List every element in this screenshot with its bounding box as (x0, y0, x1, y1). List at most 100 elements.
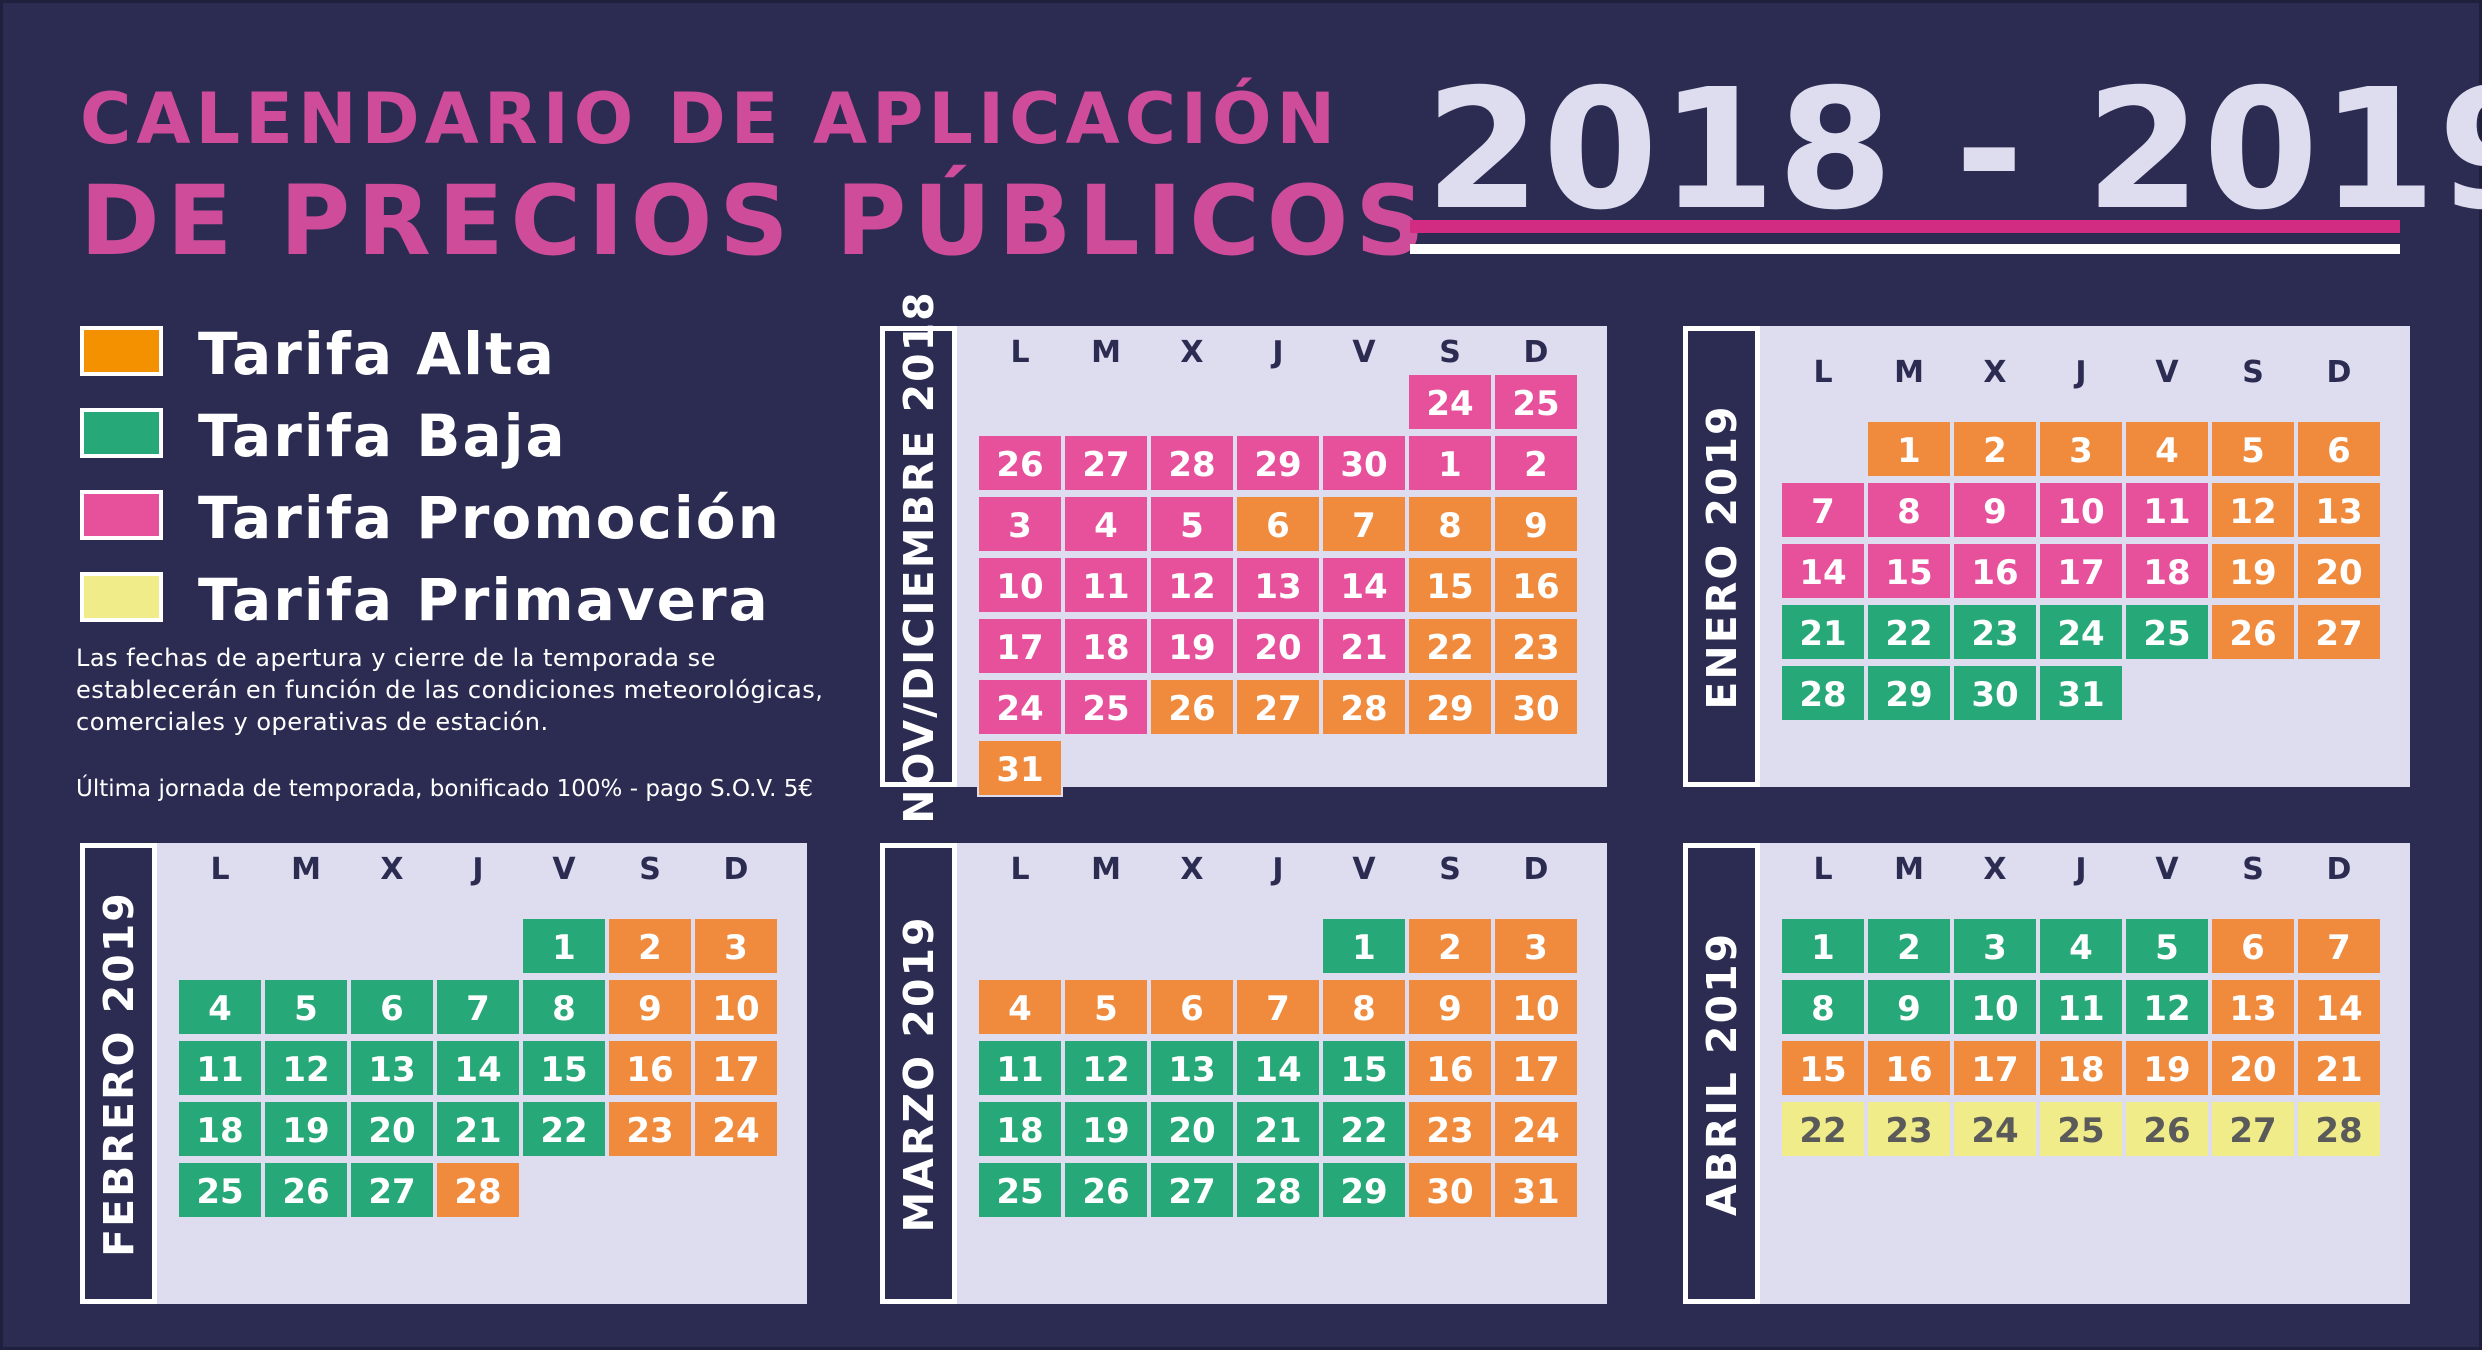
weekday-header: L (1010, 852, 1030, 887)
calendar-abril-2019: ABRIL 2019 L M X J V S D 1 2 3 4 5 6 7 8 9 10 11 12 13 14 15 1… (1683, 843, 2410, 1304)
day-cell: 22 (521, 1100, 607, 1158)
last-day-footnote: Última jornada de temporada, bonificado … (76, 776, 814, 802)
day-cell: 5 (2124, 917, 2210, 975)
weekday-header: S (2242, 852, 2264, 887)
day-cell: 8 (1321, 978, 1407, 1036)
day-cell: 23 (1493, 617, 1579, 675)
day-cell: 21 (435, 1100, 521, 1158)
weekday-header: J (472, 852, 484, 887)
weekday-header: J (1272, 335, 1284, 370)
day-cell: 29 (1866, 664, 1952, 722)
day-cell: 6 (1235, 495, 1321, 553)
season-heading: 2018 - 2019 (1425, 54, 2482, 247)
day-cell: 30 (1321, 434, 1407, 492)
day-cell: 15 (1780, 1039, 1866, 1097)
day-cell: 10 (1493, 978, 1579, 1036)
day-cell: 30 (1407, 1161, 1493, 1219)
day-cell: 29 (1321, 1161, 1407, 1219)
weekday-header: D (2326, 355, 2352, 390)
day-cell: 9 (1493, 495, 1579, 553)
calendar-label-text: NOV/DICIEMBRE 2018 (894, 289, 943, 824)
calendar-enero-2019: ENERO 2019 L M X J V S D 1 2 3 4 5 6 7 8 9 10 11 12 13 14 15 1… (1683, 326, 2410, 787)
day-cell: 9 (1866, 978, 1952, 1036)
weekday-header: D (1523, 335, 1549, 370)
day-cell: 17 (977, 617, 1063, 675)
weekday-header: M (1091, 335, 1121, 370)
day-cell: 28 (1235, 1161, 1321, 1219)
day-cell: 20 (1149, 1100, 1235, 1158)
day-cell: 12 (1149, 556, 1235, 614)
day-cell: 29 (1235, 434, 1321, 492)
day-cell: 16 (1493, 556, 1579, 614)
day-cell: 23 (1407, 1100, 1493, 1158)
season-dates-note: Las fechas de apertura y cierre de la te… (76, 644, 824, 736)
day-cell: 13 (1235, 556, 1321, 614)
legend-swatch-baja (80, 408, 163, 458)
day-cell: 19 (2210, 542, 2296, 600)
day-cell: 14 (1321, 556, 1407, 614)
day-cell: 12 (2124, 978, 2210, 1036)
day-cell: 4 (2038, 917, 2124, 975)
day-cell: 21 (1321, 617, 1407, 675)
day-cell: 7 (1235, 978, 1321, 1036)
day-cell: 26 (977, 434, 1063, 492)
day-cell: 22 (1780, 1100, 1866, 1158)
day-cell: 18 (177, 1100, 263, 1158)
calendar-label-text: MARZO 2019 (894, 914, 943, 1233)
day-cell: 8 (1407, 495, 1493, 553)
day-cell: 4 (1063, 495, 1149, 553)
day-cell: 30 (1952, 664, 2038, 722)
day-cell: 26 (2124, 1100, 2210, 1158)
season-underline-white (1410, 244, 2400, 254)
day-cell: 1 (1407, 434, 1493, 492)
calendar-label: NOV/DICIEMBRE 2018 (880, 290, 957, 823)
day-cell: 9 (1407, 978, 1493, 1036)
day-cell: 17 (1493, 1039, 1579, 1097)
day-cell: 18 (2124, 542, 2210, 600)
day-cell: 19 (263, 1100, 349, 1158)
day-cell: 10 (977, 556, 1063, 614)
day-cell: 27 (2296, 603, 2382, 661)
day-cell: 13 (349, 1039, 435, 1097)
day-cell: 18 (1063, 617, 1149, 675)
day-cell: 31 (977, 739, 1063, 797)
day-cell: 20 (2296, 542, 2382, 600)
day-cell: 28 (435, 1161, 521, 1219)
day-cell: 9 (1952, 481, 2038, 539)
day-cell: 31 (2038, 664, 2124, 722)
calendar-label-text: ENERO 2019 (1697, 403, 1746, 710)
day-cell: 19 (1149, 617, 1235, 675)
calendar-label-text: ABRIL 2019 (1697, 931, 1746, 1216)
weekday-header: M (1091, 852, 1121, 887)
day-cell: 1 (1780, 917, 1866, 975)
day-cell: 3 (1493, 917, 1579, 975)
day-cell: 3 (693, 917, 779, 975)
day-cell: 15 (1866, 542, 1952, 600)
weekday-header: M (1894, 355, 1924, 390)
title-line-2: DE PRECIOS PÚBLICOS (80, 165, 1432, 277)
calendar-label: ENERO 2019 (1683, 326, 1760, 787)
day-cell: 6 (1149, 978, 1235, 1036)
day-cell: 22 (1407, 617, 1493, 675)
day-cell: 17 (693, 1039, 779, 1097)
day-cell: 22 (1321, 1100, 1407, 1158)
calendar-label: ABRIL 2019 (1683, 843, 1760, 1304)
weekday-header: V (1352, 335, 1376, 370)
day-cell: 30 (1493, 678, 1579, 736)
day-cell: 20 (349, 1100, 435, 1158)
weekday-header: V (2155, 852, 2179, 887)
day-cell: 12 (263, 1039, 349, 1097)
calendar-grid: L M X J V S D 1 2 3 4 5 6 7 8 9 10 11 12 13 14 15 16 17 18 19 20 21… (1760, 843, 2410, 1304)
day-cell: 8 (1780, 978, 1866, 1036)
day-cell: 2 (1493, 434, 1579, 492)
day-cell: 29 (1407, 678, 1493, 736)
day-cell: 20 (2210, 1039, 2296, 1097)
day-cell: 25 (1493, 373, 1579, 431)
day-cell: 24 (1952, 1100, 2038, 1158)
day-cell: 8 (1866, 481, 1952, 539)
day-cell: 6 (2296, 420, 2382, 478)
weekday-header: J (2075, 355, 2087, 390)
day-cell: 27 (349, 1161, 435, 1219)
day-cell: 26 (2210, 603, 2296, 661)
